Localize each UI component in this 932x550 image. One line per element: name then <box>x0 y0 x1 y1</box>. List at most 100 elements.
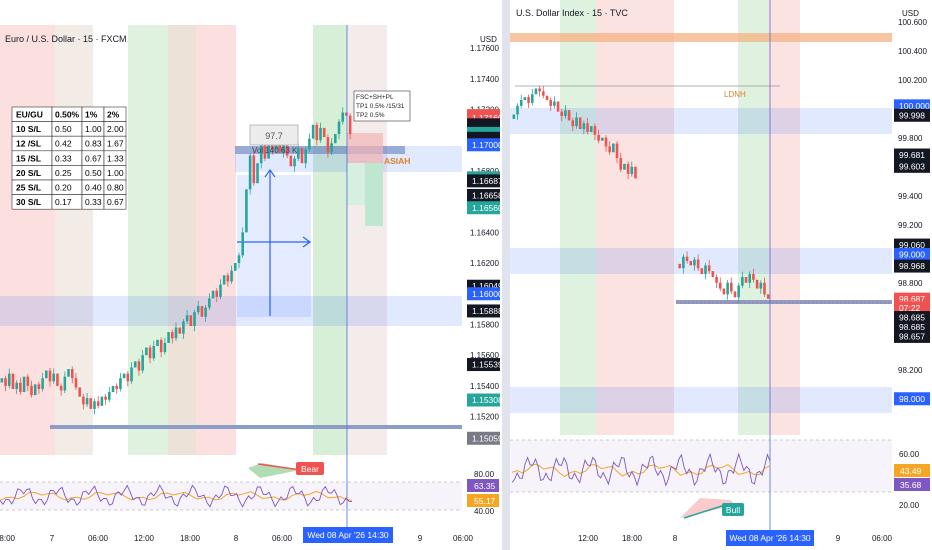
supply-zone <box>510 108 892 134</box>
candle-body <box>700 268 704 275</box>
candle-body <box>52 373 56 382</box>
price-badge-label: 98.657 <box>899 331 925 341</box>
price-badge <box>894 329 930 343</box>
pane-divider[interactable] <box>502 0 510 550</box>
candle-body <box>330 143 333 153</box>
left-price-badges: 1.171601.171601.171001.170841.170841.170… <box>467 109 503 445</box>
candle-body <box>623 163 626 170</box>
candle-body <box>22 376 26 393</box>
candle-body <box>597 134 600 141</box>
candle-body <box>593 126 597 135</box>
left-crosshair-time: Wed 08 Apr '26 14:30 <box>307 530 389 540</box>
price-badge <box>467 431 500 445</box>
table-cell-text: 0.17 <box>55 197 72 207</box>
candle-body <box>538 88 541 92</box>
candle-body <box>163 342 167 353</box>
right-chart-title: U.S. Dollar Index · 15 · TVC <box>516 8 628 18</box>
candle-body <box>619 158 623 170</box>
candle-body <box>145 347 148 356</box>
candle-body <box>293 158 296 167</box>
rsi-label-bottom: 40.00 <box>474 507 495 516</box>
time-tick-label: 18:00 <box>622 534 643 543</box>
bear-badge <box>296 462 324 475</box>
bear-divergence-line <box>257 463 302 471</box>
candle-body <box>730 282 733 292</box>
candle-body <box>285 140 289 156</box>
right-crosshair-time-badge <box>726 530 814 546</box>
right-time-axis: 12:00 18:00 8 9 06:00 <box>578 534 893 543</box>
price-badge-label: 1.16000 <box>472 289 503 299</box>
bear-label: Bear <box>301 464 319 474</box>
candle-body <box>245 189 248 233</box>
candle-body <box>30 385 33 396</box>
candle-body <box>582 123 586 130</box>
candle-body <box>267 140 270 159</box>
table-cell-text: 1.67 <box>107 139 124 149</box>
rsi-band <box>0 482 462 510</box>
candle-body <box>248 155 252 190</box>
candle-body <box>200 306 204 317</box>
candle-body <box>241 232 244 256</box>
left-price-axis <box>462 25 502 530</box>
table-cell-text: 0.50 <box>55 124 72 134</box>
bear-divergence-fill <box>248 463 300 478</box>
axis-tick-label: 98.200 <box>898 366 923 375</box>
rsi-label-top: 60.00 <box>899 450 920 459</box>
candle-body <box>322 127 326 138</box>
candle-body <box>311 124 315 139</box>
price-badge <box>467 188 500 202</box>
price-badge-label: 1.16658 <box>472 190 503 200</box>
candle-body <box>185 315 189 322</box>
rsi-value-2: 55.17 <box>474 496 496 506</box>
candle-body <box>59 385 63 391</box>
asia-high-line <box>235 146 405 154</box>
candle-body <box>534 88 538 95</box>
axis-tick-label: 1.16400 <box>470 228 499 237</box>
session-band <box>128 25 168 455</box>
candle-body <box>711 271 715 277</box>
candle-body <box>115 385 119 389</box>
candle-body <box>178 327 182 334</box>
candle-body <box>345 112 348 116</box>
candle-body <box>126 373 130 382</box>
time-tick-label: 06:00 <box>872 534 893 543</box>
time-tick-label: 8 <box>234 534 239 543</box>
candle-body <box>215 290 219 297</box>
candle-body <box>766 294 770 299</box>
take-profit-box <box>365 163 383 226</box>
candle-body <box>326 137 330 153</box>
price-badge-label: 1.17160 <box>472 113 503 123</box>
price-badge <box>467 201 500 215</box>
candle-body <box>545 95 549 101</box>
rsi-value-badge <box>894 478 930 491</box>
candle-body <box>189 315 193 326</box>
time-tick-label: 18:00 <box>180 534 201 543</box>
axis-tick-label: 99.800 <box>898 134 923 143</box>
candle-body <box>85 398 89 405</box>
price-badge <box>894 392 930 406</box>
table-cell-text: 0.67 <box>107 197 124 207</box>
rsi-label-bottom: 20.00 <box>899 501 920 510</box>
candle-body <box>159 339 163 353</box>
table-cell-text: 0.50 <box>85 168 102 178</box>
right-chart-pane[interactable]: LDNH Bull U.S. Dollar Index · 15 · TVC U… <box>510 0 932 550</box>
price-badge-label: 99.681 <box>899 150 925 160</box>
price-badge-label: 1.16560 <box>472 203 503 213</box>
candle-body <box>230 270 233 282</box>
left-chart-pane[interactable]: 97.7 Vol 140.63 K ASIAH LI FSC+SH+PL TP1… <box>0 25 503 543</box>
rsi-value-badge <box>467 479 499 492</box>
candle-body <box>37 384 41 389</box>
candle-body <box>93 401 96 409</box>
candle-body <box>586 123 589 132</box>
candle-body <box>15 382 18 389</box>
candle-body <box>682 256 685 269</box>
volume-label: Vol 140.63 K <box>252 146 298 155</box>
candle-body <box>560 111 564 116</box>
take-profit-box <box>347 163 365 205</box>
candle-body <box>630 166 634 174</box>
candle-body <box>689 261 693 266</box>
candle-body <box>156 339 159 346</box>
session-band <box>596 0 674 435</box>
price-badge-label: 1.15059 <box>472 433 503 443</box>
price-badge-label: 1.17000 <box>472 140 503 150</box>
